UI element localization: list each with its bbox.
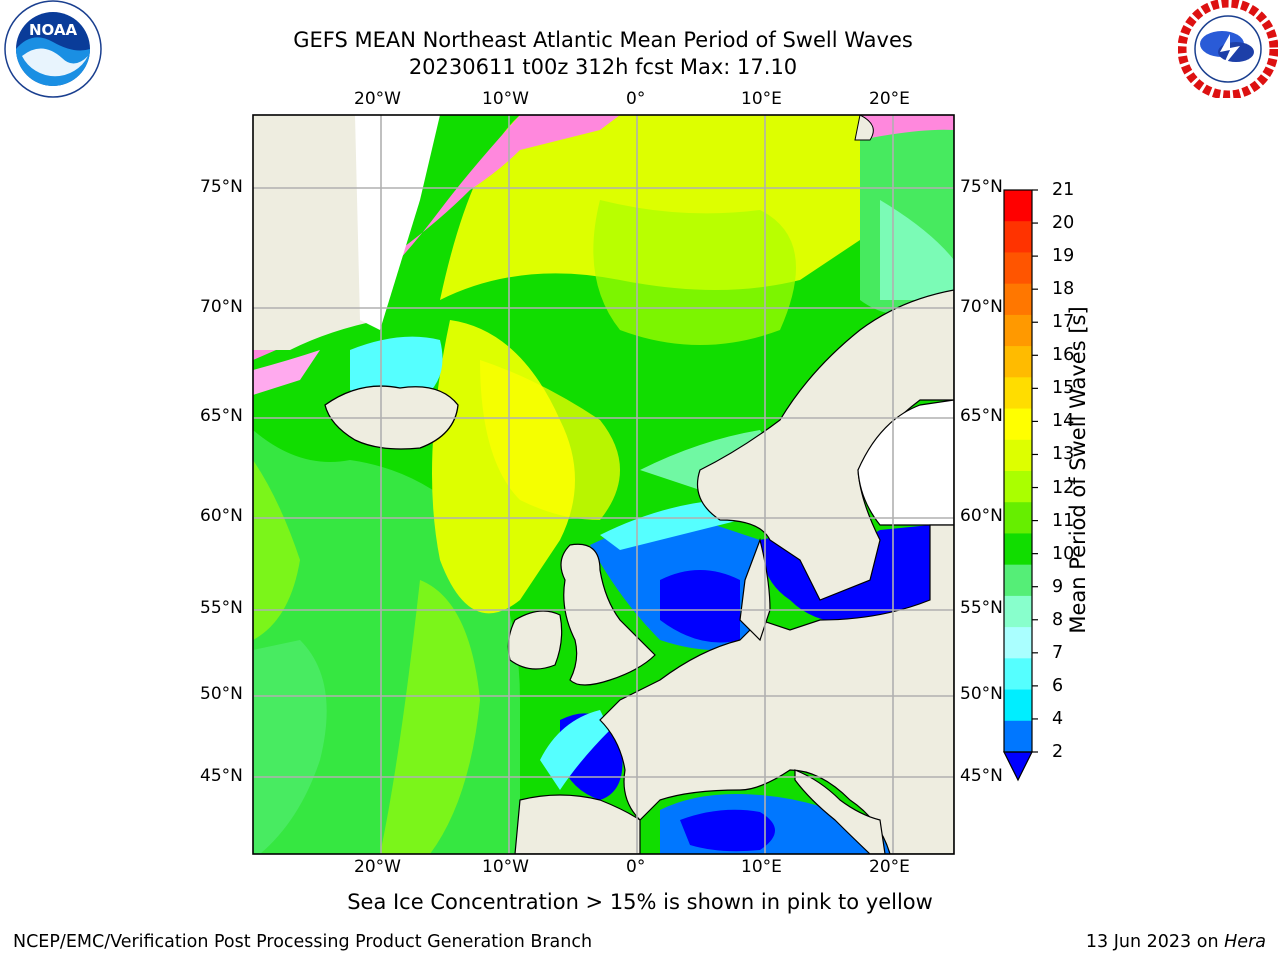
lat-label-right-65n: 65°N xyxy=(960,406,1003,426)
colorbar-tick-label: 4 xyxy=(1052,708,1064,729)
colorbar-tick-label: 10 xyxy=(1052,543,1075,564)
colorbar-segment xyxy=(1004,502,1032,534)
footer-date: 13 Jun 2023 on Hera xyxy=(1085,932,1266,952)
colorbar-segment xyxy=(1004,595,1032,628)
graticule xyxy=(253,115,954,854)
colorbar-tick-label: 21 xyxy=(1052,180,1075,200)
colorbar-segment xyxy=(1004,720,1032,753)
colorbar-segment xyxy=(1004,190,1032,222)
lat-label-right-55n: 55°N xyxy=(960,598,1003,618)
colorbar-tick-label: 17 xyxy=(1052,312,1075,333)
colorbar-tick-label: 9 xyxy=(1052,576,1064,597)
lat-label-left-55n: 55°N xyxy=(200,598,243,618)
plot-subtitle: 20230611 t00z 312h fcst Max: 17.10 xyxy=(408,55,798,79)
lon-label-top-20w: 20°W xyxy=(354,89,401,109)
colorbar-segment xyxy=(1004,377,1032,410)
colorbar-segment xyxy=(1004,252,1032,285)
lat-label-left-65n: 65°N xyxy=(200,406,243,426)
colorbar-extend-triangle xyxy=(1003,751,1033,782)
map-frame xyxy=(252,114,955,855)
plot-title: GEFS MEAN Northeast Atlantic Mean Period… xyxy=(293,28,913,52)
colorbar-tick-label: 18 xyxy=(1052,279,1075,300)
colorbar-segment xyxy=(1004,658,1032,691)
colorbar-tick-label: 16 xyxy=(1052,345,1075,366)
colorbar-segment xyxy=(1004,283,1032,316)
lat-label-left-70n: 70°N xyxy=(200,297,243,317)
colorbar-tick-label: 15 xyxy=(1052,378,1075,399)
colorbar-segment xyxy=(1004,408,1032,441)
lon-label-top-0: 0° xyxy=(626,89,646,109)
colorbar-tick-label: 7 xyxy=(1052,642,1064,663)
noaa-logo: NOAA xyxy=(4,0,102,98)
colorbar-tick-label: 20 xyxy=(1052,213,1075,234)
colorbar-segment xyxy=(1004,346,1032,378)
svg-text:NOAA: NOAA xyxy=(29,21,78,39)
colorbar-segment xyxy=(1004,564,1032,597)
lat-label-right-60n: 60°N xyxy=(960,506,1003,526)
lat-label-right-45n: 45°N xyxy=(960,766,1003,786)
lon-label-top-20e: 20°E xyxy=(869,89,910,109)
colorbar-segment xyxy=(1004,627,1032,659)
colorbar-segment xyxy=(1004,689,1032,722)
lat-label-right-75n: 75°N xyxy=(960,177,1003,197)
colorbar-segment xyxy=(1004,221,1032,253)
lat-label-right-50n: 50°N xyxy=(960,684,1003,704)
lat-label-left-50n: 50°N xyxy=(200,684,243,704)
colorbar-tick-label: 13 xyxy=(1052,444,1075,465)
lon-label-bottom-20e: 20°E xyxy=(869,857,910,877)
lon-label-top-10e: 10°E xyxy=(741,89,782,109)
nws-logo xyxy=(1178,0,1278,98)
lon-label-bottom-20w: 20°W xyxy=(354,857,401,877)
colorbar xyxy=(1003,189,1038,782)
lon-label-bottom-10e: 10°E xyxy=(741,857,782,877)
lat-label-left-60n: 60°N xyxy=(200,506,243,526)
colorbar-segment xyxy=(1004,314,1032,347)
colorbar-segment xyxy=(1004,533,1032,566)
colorbar-tick-label: 14 xyxy=(1052,411,1075,432)
colorbar-tick-label: 12 xyxy=(1052,477,1075,498)
colorbar-tick-label: 6 xyxy=(1052,675,1064,696)
colorbar-tick-label: 8 xyxy=(1052,609,1064,630)
colorbar-segment xyxy=(1004,439,1032,472)
map-field xyxy=(253,115,954,854)
sea-ice-caption: Sea Ice Concentration > 15% is shown in … xyxy=(347,890,933,914)
colorbar-tick-label: 2 xyxy=(1052,742,1064,762)
lat-label-left-45n: 45°N xyxy=(200,766,243,786)
lat-label-left-75n: 75°N xyxy=(200,177,243,197)
lat-label-right-70n: 70°N xyxy=(960,297,1003,317)
colorbar-segment xyxy=(1004,471,1032,503)
lon-label-bottom-10w: 10°W xyxy=(482,857,529,877)
lon-label-bottom-0: 0° xyxy=(626,857,646,877)
lon-label-top-10w: 10°W xyxy=(482,89,529,109)
footer-credit: NCEP/EMC/Verification Post Processing Pr… xyxy=(13,932,593,952)
colorbar-tick-label: 19 xyxy=(1052,246,1075,267)
colorbar-tick-label: 11 xyxy=(1052,510,1075,531)
colorbar-frame xyxy=(1003,189,1033,753)
